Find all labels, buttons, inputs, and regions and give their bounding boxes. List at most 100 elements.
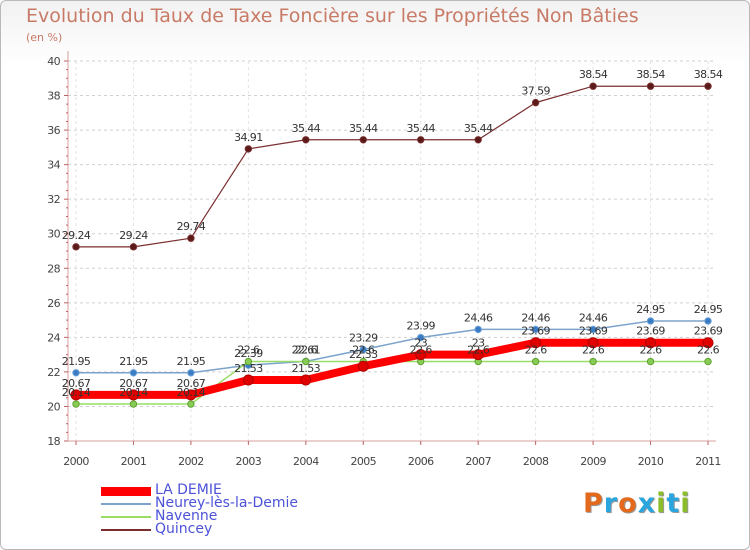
data-label: 20.67 xyxy=(177,377,206,390)
y-tick-label: 18 xyxy=(47,435,60,448)
data-label: 22.6 xyxy=(467,344,490,357)
data-label: 20.14 xyxy=(62,386,91,399)
data-point xyxy=(242,374,254,386)
data-label: 35.44 xyxy=(406,122,435,135)
legend-label: LA DEMIE xyxy=(155,482,222,498)
data-point xyxy=(472,349,484,361)
data-point xyxy=(129,369,138,377)
data-point xyxy=(185,389,197,401)
data-point xyxy=(589,82,597,90)
x-tick-label: 2001 xyxy=(121,455,147,468)
y-tick-label: 40 xyxy=(47,55,60,68)
data-label: 23.99 xyxy=(406,320,435,333)
data-point xyxy=(704,357,712,366)
data-point xyxy=(474,325,482,334)
legend-swatch xyxy=(101,516,151,518)
data-label: 22.6 xyxy=(525,344,548,357)
x-tick-label: 2011 xyxy=(695,455,721,468)
x-tick-label: 2002 xyxy=(178,455,204,468)
data-label: 20.14 xyxy=(119,386,148,399)
data-point xyxy=(704,82,712,90)
data-label: 21.95 xyxy=(119,355,148,368)
data-label: 38.54 xyxy=(636,68,665,81)
legend-swatch xyxy=(101,487,151,496)
y-tick-label: 28 xyxy=(47,262,60,275)
logo-letter: x xyxy=(637,488,657,519)
data-point xyxy=(72,369,80,377)
x-tick-label: 2000 xyxy=(63,455,89,468)
data-point xyxy=(531,98,540,107)
data-label: 21.53 xyxy=(292,362,321,375)
y-tick-label: 32 xyxy=(47,193,60,206)
data-point xyxy=(244,357,253,366)
series-line xyxy=(75,85,709,248)
logo-letter: r xyxy=(603,488,619,519)
data-label: 38.54 xyxy=(694,68,723,81)
legend-swatch xyxy=(101,529,151,531)
data-point xyxy=(587,337,599,349)
data-point xyxy=(474,136,482,144)
data-point xyxy=(646,317,655,325)
logo-letter: i xyxy=(680,488,691,519)
data-label: 23.69 xyxy=(579,325,608,338)
data-label: 23.69 xyxy=(636,325,665,338)
data-label: 22.61 xyxy=(292,343,321,356)
logo-letter: t xyxy=(666,488,681,519)
data-label: 23.29 xyxy=(349,332,378,345)
data-label: 20.67 xyxy=(119,377,148,390)
data-label: 22.6 xyxy=(295,344,318,357)
logo-letter: P xyxy=(583,488,604,519)
data-label: 21.95 xyxy=(177,355,206,368)
data-label: 22.6 xyxy=(410,344,433,357)
y-tick-label: 36 xyxy=(47,124,60,137)
data-point xyxy=(302,136,310,144)
data-point xyxy=(300,374,312,386)
data-label: 21.53 xyxy=(234,362,263,375)
data-point xyxy=(359,345,367,354)
series-line xyxy=(75,320,709,374)
data-label: 22.33 xyxy=(349,348,378,361)
data-point xyxy=(531,325,540,334)
y-tick-label: 38 xyxy=(47,90,60,103)
data-label: 35.44 xyxy=(292,122,321,135)
data-label: 24.46 xyxy=(579,311,608,324)
data-label: 22.6 xyxy=(697,344,720,357)
y-tick-label: 24 xyxy=(47,331,60,344)
data-point xyxy=(530,337,542,349)
series-line xyxy=(72,338,712,399)
data-point xyxy=(72,400,80,408)
data-point xyxy=(70,389,82,401)
data-point xyxy=(646,82,655,90)
data-label: 23.69 xyxy=(521,325,550,338)
data-label: 29.24 xyxy=(62,229,91,242)
data-point xyxy=(187,234,195,242)
data-point xyxy=(187,369,195,377)
data-label: 22.39 xyxy=(234,347,263,360)
logo-letter: i xyxy=(656,488,667,519)
x-tick-label: 2003 xyxy=(236,455,262,468)
data-label: 24.95 xyxy=(694,303,723,316)
x-tick-label: 2004 xyxy=(293,455,319,468)
data-label: 35.44 xyxy=(464,122,493,135)
data-label: 23 xyxy=(414,337,427,350)
data-point xyxy=(415,349,427,361)
data-point xyxy=(129,400,138,408)
data-point xyxy=(359,136,367,144)
legend-label: Quincey xyxy=(155,521,213,537)
logo-letter: o xyxy=(618,488,638,519)
data-label: 21.95 xyxy=(62,355,91,368)
data-label: 29.24 xyxy=(119,229,148,242)
data-point xyxy=(589,357,597,366)
data-point xyxy=(646,357,655,366)
data-point xyxy=(127,389,139,401)
legend-label: Neurey-lès-la-Demie xyxy=(155,495,299,511)
data-label: 22.6 xyxy=(237,344,260,357)
data-label: 20.14 xyxy=(177,386,206,399)
x-tick-label: 2010 xyxy=(638,455,664,468)
data-label: 37.59 xyxy=(521,85,550,98)
x-tick-label: 2008 xyxy=(523,455,549,468)
data-label: 29.74 xyxy=(177,220,206,233)
data-point xyxy=(417,136,425,144)
